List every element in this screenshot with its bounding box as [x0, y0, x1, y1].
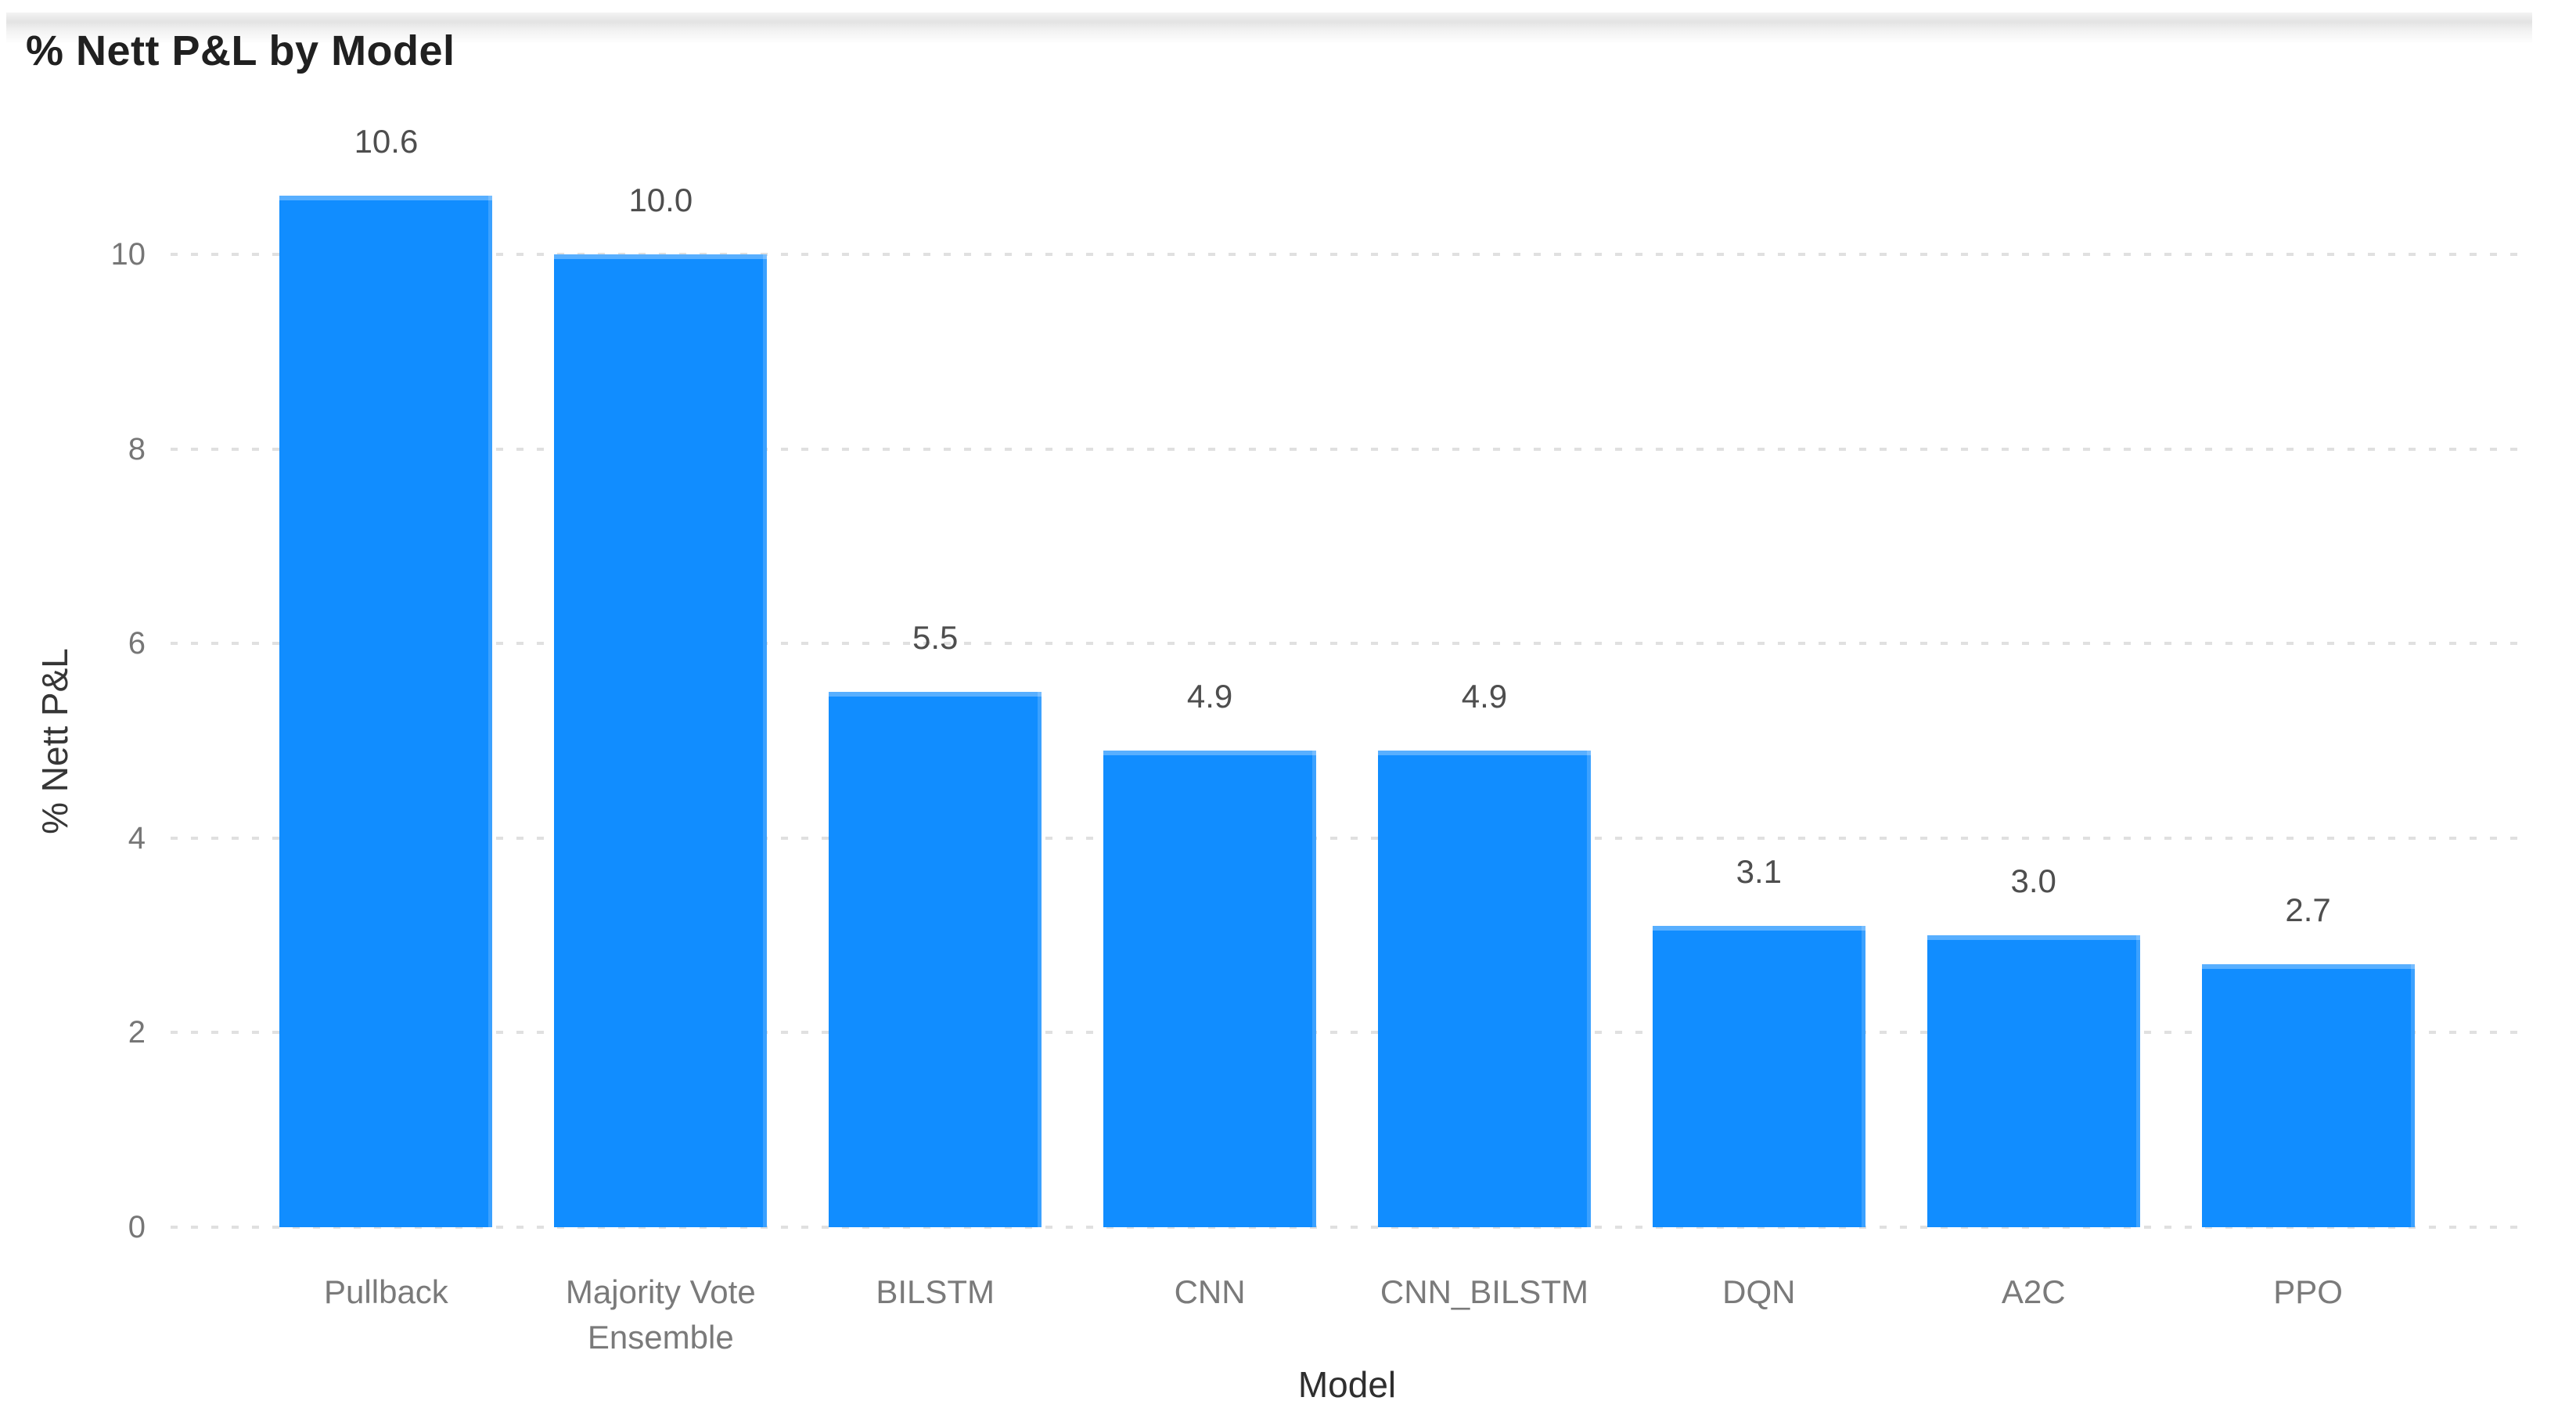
y-axis-title: % Nett P&L — [34, 648, 75, 834]
bar-slot-PPO: 2.7 — [2171, 110, 2445, 1227]
category-label-CNN: CNN — [1174, 1273, 1246, 1310]
y-tick-label-4: 4 — [128, 820, 146, 855]
bar-slot-Pullback: 10.6 — [249, 110, 523, 1227]
x-axis-title: Model — [1297, 1364, 1397, 1405]
gridline-0 — [171, 1226, 2524, 1229]
category-label-PPO: PPO — [2273, 1273, 2343, 1310]
gridline-4 — [171, 836, 2524, 840]
category-label-DQN: DQN — [1722, 1273, 1796, 1310]
category-label-CNN_BILSTM: CNN_BILSTM — [1380, 1273, 1588, 1310]
value-label-Pullback: 10.6 — [354, 123, 419, 160]
value-label-CNN: 4.9 — [1186, 677, 1233, 715]
bar-slot-Majority Vote Ensemble: 10.0 — [523, 110, 798, 1227]
bar-slot-DQN: 3.1 — [1621, 110, 1896, 1227]
bar-CNN[interactable] — [1103, 750, 1317, 1227]
plot-area: 10.6 10.0 5.5 4.9 4.9 3.1 3.0 2.7 — [171, 110, 2524, 1227]
bar-slot-CNN_BILSTM: 4.9 — [1347, 110, 1622, 1227]
y-tick-label-2: 2 — [128, 1015, 146, 1050]
category-label-Majority Vote Ensemble: Majority Vote Ensemble — [565, 1273, 756, 1356]
visual-top-shadow — [6, 13, 2532, 44]
value-label-BILSTM: 5.5 — [912, 619, 959, 657]
gridline-6 — [171, 642, 2524, 646]
value-label-CNN_BILSTM: 4.9 — [1461, 677, 1508, 715]
chart-title: % Nett P&L by Model — [26, 27, 455, 74]
bar-slot-CNN: 4.9 — [1073, 110, 1347, 1227]
value-label-Majority Vote Ensemble: 10.0 — [628, 182, 693, 218]
value-label-A2C: 3.0 — [2010, 862, 2056, 900]
bar-A2C[interactable] — [1927, 935, 2140, 1227]
bar-DQN[interactable] — [1652, 925, 1865, 1227]
bar-CNN_BILSTM[interactable] — [1377, 750, 1591, 1227]
y-tick-label-8: 8 — [128, 431, 146, 466]
bar-PPO[interactable] — [2201, 964, 2415, 1227]
y-tick-label-0: 0 — [128, 1210, 146, 1244]
bar-Pullback[interactable] — [279, 196, 493, 1227]
bar-slot-BILSTM: 5.5 — [798, 110, 1073, 1227]
bar-BILSTM[interactable] — [829, 692, 1042, 1227]
x-axis-category-labels: Pullback Majority Vote Ensemble BILSTM CNN C… — [171, 1227, 2524, 1360]
value-label-PPO: 2.7 — [2285, 891, 2331, 929]
category-label-A2C: A2C — [2001, 1273, 2066, 1310]
bar-Majority Vote Ensemble[interactable] — [554, 254, 768, 1227]
gridline-2 — [171, 1031, 2524, 1035]
category-label-Pullback: Pullback — [324, 1273, 448, 1310]
value-label-DQN: 3.1 — [1736, 852, 1782, 890]
gridline-8 — [171, 447, 2524, 451]
y-tick-label-6: 6 — [128, 626, 146, 661]
gridline-10 — [171, 253, 2524, 256]
bar-slot-A2C: 3.0 — [1896, 110, 2171, 1227]
y-tick-label-10: 10 — [110, 237, 146, 272]
category-label-BILSTM: BILSTM — [876, 1273, 995, 1310]
